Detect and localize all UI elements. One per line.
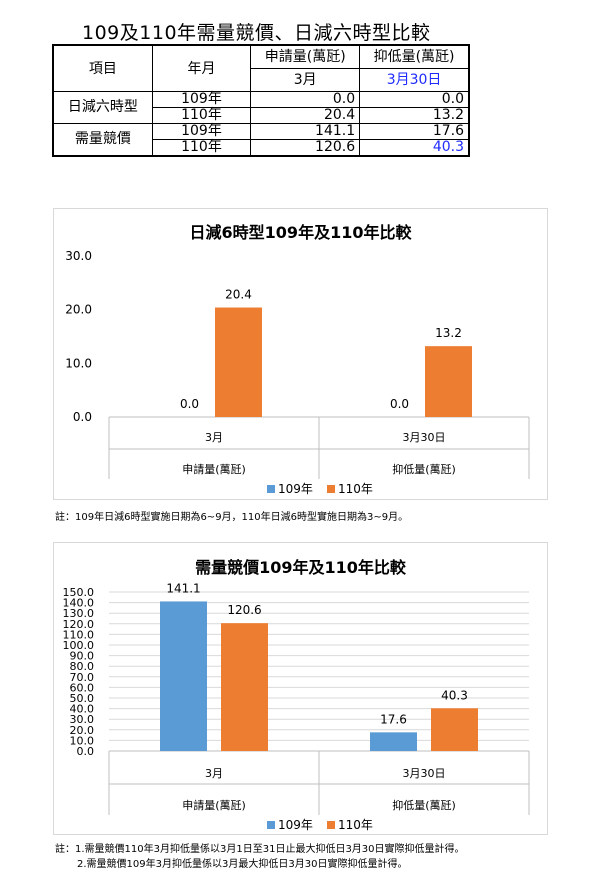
row-apply-value: 120.6 xyxy=(250,139,361,157)
y-tick-label: 10.0 xyxy=(70,734,95,747)
legend-label: 109年 xyxy=(278,818,313,832)
row-year: 110年 xyxy=(151,139,252,157)
data-label: 120.6 xyxy=(227,603,261,617)
y-tick-label: 70.0 xyxy=(70,671,95,684)
row-group-label: 日減六時型 xyxy=(52,91,153,124)
chart2-note: 註：1.需量競價110年3月抑低量係以3月1日至31日止最大抑低日3月30日實際… xyxy=(55,842,465,872)
row-year: 110年 xyxy=(151,107,252,124)
group-label: 申請量(萬瓩) xyxy=(182,462,246,476)
legend-swatch xyxy=(267,821,275,829)
row-apply-value: 141.1 xyxy=(250,123,361,140)
chart2-note-line2: 2.需量競價109年3月抑低量係以3月最大抑低日3月30日實際抑低量計得。 xyxy=(77,859,408,870)
category-label: 3月30日 xyxy=(403,431,446,444)
bar-110年 xyxy=(215,307,262,417)
row-reduce-value: 17.6 xyxy=(359,123,470,140)
y-tick-label: 140.0 xyxy=(63,597,95,610)
data-label: 141.1 xyxy=(166,581,200,595)
row-year: 109年 xyxy=(151,123,252,140)
row-reduce-value: 0.0 xyxy=(359,91,470,108)
category-label: 3月30日 xyxy=(403,767,446,780)
y-tick-label: 50.0 xyxy=(70,692,95,705)
chart-daily-reduction: 日減6時型109年及110年比較 0.0 10.0 20.0 30.0 0.0 20.4 3月… xyxy=(53,208,548,500)
row-apply-value: 0.0 xyxy=(250,91,361,108)
page-title: 109及110年需量競價、日減六時型比較 xyxy=(82,22,431,44)
bar-110年 xyxy=(221,623,268,751)
legend-label: 110年 xyxy=(338,818,373,832)
bar-110年 xyxy=(431,708,478,751)
data-label: 13.2 xyxy=(435,326,462,340)
row-group-label: 需量競價 xyxy=(52,123,153,157)
legend-label: 109年 xyxy=(278,482,313,496)
subheader-apply: 3月 xyxy=(250,68,361,92)
header-year: 年月 xyxy=(151,44,252,92)
row-reduce-value: 40.3 xyxy=(359,139,470,157)
subheader-reduce: 3月30日 xyxy=(359,68,470,92)
y-tick-label: 130.0 xyxy=(63,607,95,620)
data-label: 0.0 xyxy=(180,397,199,411)
row-apply-value: 20.4 xyxy=(250,107,361,124)
group-label: 抑低量(萬瓩) xyxy=(392,798,456,812)
legend-swatch xyxy=(327,821,335,829)
category-label: 3月 xyxy=(205,767,223,780)
chart2-svg: 需量競價109年及110年比較 0.010.020.030.040.050.060… xyxy=(63,558,530,832)
y-tick-label: 110.0 xyxy=(63,628,95,641)
data-label: 17.6 xyxy=(380,712,407,726)
table-header-row: 項目 年月 申請量(萬瓩) 抑低量(萬瓩) xyxy=(52,44,470,92)
y-tick-label: 10.0 xyxy=(65,356,92,370)
header-reduce: 抑低量(萬瓩) xyxy=(359,44,470,69)
y-tick-label: 80.0 xyxy=(70,660,95,673)
row-year: 109年 xyxy=(151,91,252,108)
row-reduce-value: 13.2 xyxy=(359,107,470,124)
y-tick-label: 100.0 xyxy=(63,639,95,652)
data-label: 20.4 xyxy=(225,288,252,302)
bar-110年 xyxy=(425,346,472,417)
data-label: 40.3 xyxy=(441,688,468,702)
table-row: 需量競價 109年 141.1 17.6 xyxy=(52,123,470,157)
y-tick-label: 30.0 xyxy=(70,713,95,726)
legend-label: 110年 xyxy=(338,482,373,496)
y-tick-label: 30.0 xyxy=(65,249,92,263)
header-item: 項目 xyxy=(52,44,153,92)
y-tick-label: 0.0 xyxy=(73,410,92,424)
header-apply: 申請量(萬瓩) xyxy=(250,44,361,69)
y-tick-label: 20.0 xyxy=(70,724,95,737)
bar-109年 xyxy=(160,601,207,751)
y-tick-label: 150.0 xyxy=(63,586,95,599)
data-label: 0.0 xyxy=(390,397,409,411)
chart2-note-line1: 註：1.需量競價110年3月抑低量係以3月1日至31日止最大抑低日3月30日實際… xyxy=(55,844,465,855)
y-tick-label: 0.0 xyxy=(77,745,95,758)
y-tick-label: 120.0 xyxy=(63,618,95,631)
y-tick-label: 90.0 xyxy=(70,650,95,663)
chart-demand-bidding: 需量競價109年及110年比較 0.0 10.0 20.0 30.0 40.0 50.0 60… xyxy=(53,542,548,835)
table-row: 110年 120.6 40.3 xyxy=(53,139,470,157)
chart-title: 日減6時型109年及110年比較 xyxy=(190,223,413,242)
table-row: 日減六時型 109年 0.0 0.0 xyxy=(52,91,470,124)
chart1-note: 註：109年日減6時型實施日期為6~9月，110年日減6時型實施日期為3~9月。 xyxy=(55,512,409,523)
y-tick-label: 60.0 xyxy=(70,681,95,694)
group-label: 抑低量(萬瓩) xyxy=(392,462,456,476)
y-tick-label: 20.0 xyxy=(65,303,92,317)
y-tick-label: 40.0 xyxy=(70,703,95,716)
legend-swatch xyxy=(267,485,275,493)
chart1-svg: 日減6時型109年及110年比較 0.0 10.0 20.0 30.0 0.0 20.4 3月… xyxy=(65,223,530,496)
category-label: 3月 xyxy=(205,431,223,444)
bar-109年 xyxy=(370,732,417,751)
summary-table: 項目 年月 申請量(萬瓩) 抑低量(萬瓩) 3月 3月30日 日減六時型 109… xyxy=(52,44,470,157)
chart-title: 需量競價109年及110年比較 xyxy=(195,558,407,577)
group-label: 申請量(萬瓩) xyxy=(182,798,246,812)
legend-swatch xyxy=(327,485,335,493)
table-subheader-row: 3月 3月30日 xyxy=(53,68,470,92)
